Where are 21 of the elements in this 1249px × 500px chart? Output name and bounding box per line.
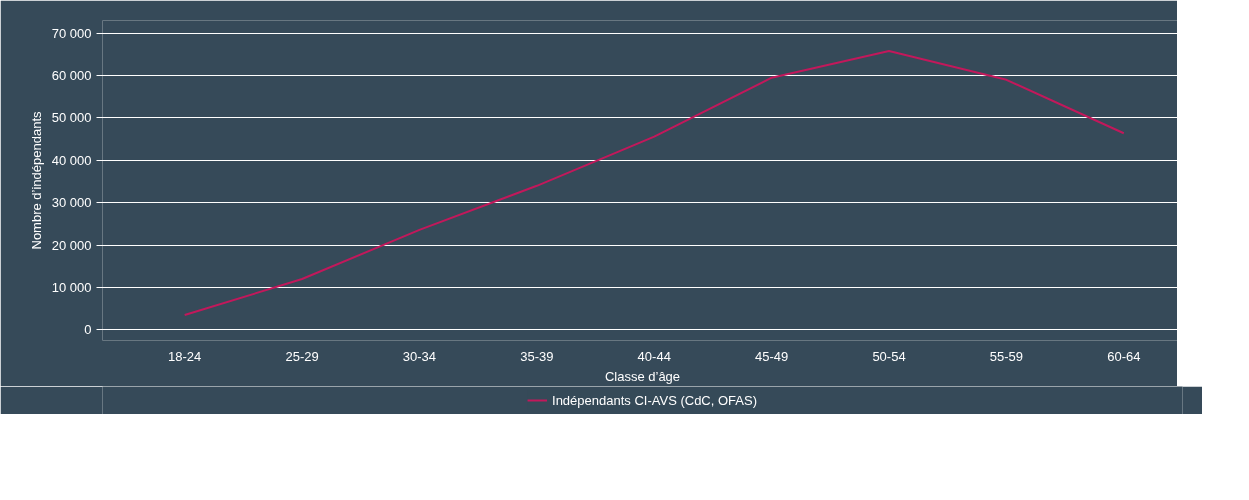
y-tick-label: 0 [84,322,92,338]
y-tick-label: 60 000 [51,68,92,84]
x-tick-label: 30-34 [402,348,437,364]
y-tick-label: 10 000 [51,280,92,296]
x-tick-label: 35-39 [520,348,554,364]
y-tick-label: 70 000 [51,25,92,41]
y-tick-label: 20 000 [51,237,92,253]
x-tick-label: 25-29 [285,348,319,364]
x-tick-label: 60-64 [1107,348,1141,364]
y-tick-label: 40 000 [51,152,92,168]
x-tick-label: 45-49 [755,348,789,364]
x-tick-label: 18-24 [168,348,202,364]
y-tick-label: 30 000 [51,195,92,211]
x-tick-label: 40-44 [637,348,671,364]
x-tick-label: 50-54 [872,348,906,364]
line-series [183,50,1125,317]
x-tick-label: 55-59 [989,348,1024,364]
legend-label: Indépendants CI-AVS (CdC, OFAS) [552,392,757,408]
x-axis-title: Classe d’âge [604,368,681,384]
y-tick-label: 50 000 [51,110,92,126]
y-axis-title: Nombre d’indépendants [28,110,44,250]
